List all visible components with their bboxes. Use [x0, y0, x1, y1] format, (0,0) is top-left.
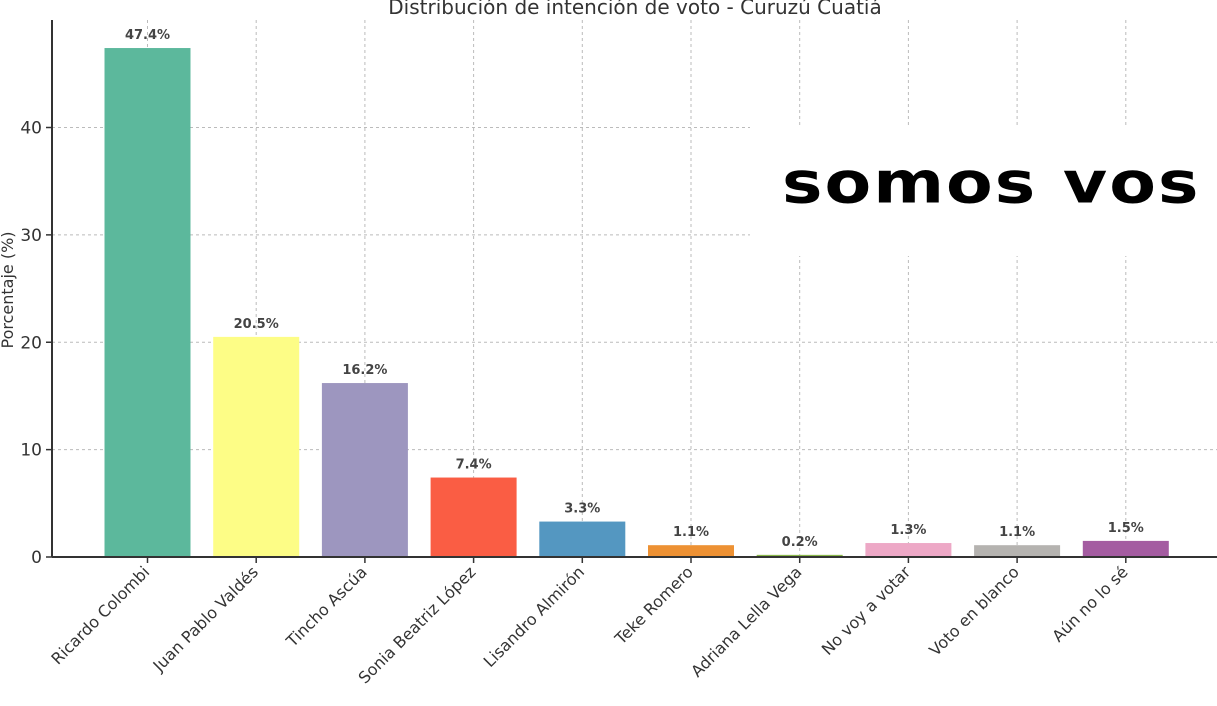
data-labels: 47.4% 20.5% 16.2% 7.4% 3.3% 1.1% 0.2% 1.3% 1.1% 1…: [125, 28, 1144, 550]
data-label: 7.4%: [456, 458, 492, 473]
watermark-text: somos vos: [782, 150, 1201, 218]
y-tick-label: 40: [20, 119, 42, 139]
bar: [648, 545, 734, 557]
x-tick-label: Voto en blanco: [925, 562, 1022, 659]
x-tick-label: No voy a votar: [818, 562, 915, 659]
data-label: 1.3%: [890, 523, 926, 538]
y-tick-label: 10: [20, 441, 42, 461]
chart-title: Distribución de intención de voto - Curu…: [388, 0, 882, 19]
bar: [756, 554, 843, 557]
x-tick-label: Teke Romero: [610, 562, 696, 648]
data-label: 1.1%: [673, 525, 709, 540]
bar: [104, 48, 191, 557]
bars: [104, 48, 1169, 557]
watermark-box: somos vos: [750, 126, 1217, 256]
y-axis-ticks: 0 10 20 30 40: [20, 119, 52, 568]
data-label: 1.5%: [1108, 521, 1144, 536]
y-axis-label: Porcentaje (%): [0, 231, 17, 348]
data-label: 1.1%: [999, 525, 1035, 540]
bar: [321, 383, 408, 557]
data-label: 3.3%: [564, 502, 600, 517]
x-tick-label: Lisandro Almirón: [480, 562, 589, 671]
x-tick-label: Sonia Beatriz López: [355, 562, 480, 687]
x-tick-label: Tincho Ascúa: [282, 562, 371, 651]
x-tick-label: Ricardo Colombi: [47, 562, 153, 668]
bar: [865, 543, 952, 557]
bar: [974, 545, 1061, 557]
x-tick-label: Aún no lo sé: [1048, 562, 1131, 645]
data-label: 16.2%: [342, 363, 387, 378]
bar: [1082, 540, 1169, 557]
x-tick-label: Adriana Lella Vega: [687, 562, 805, 680]
bar: [213, 336, 300, 557]
y-tick-label: 20: [20, 333, 42, 353]
bar: [430, 477, 517, 557]
data-label: 0.2%: [782, 535, 818, 550]
data-label: 20.5%: [234, 317, 279, 332]
y-tick-label: 0: [31, 548, 42, 568]
data-label: 47.4%: [125, 28, 170, 43]
x-tick-label: Juan Pablo Valdés: [149, 562, 262, 675]
y-tick-label: 30: [20, 226, 42, 246]
bar: [539, 521, 626, 557]
